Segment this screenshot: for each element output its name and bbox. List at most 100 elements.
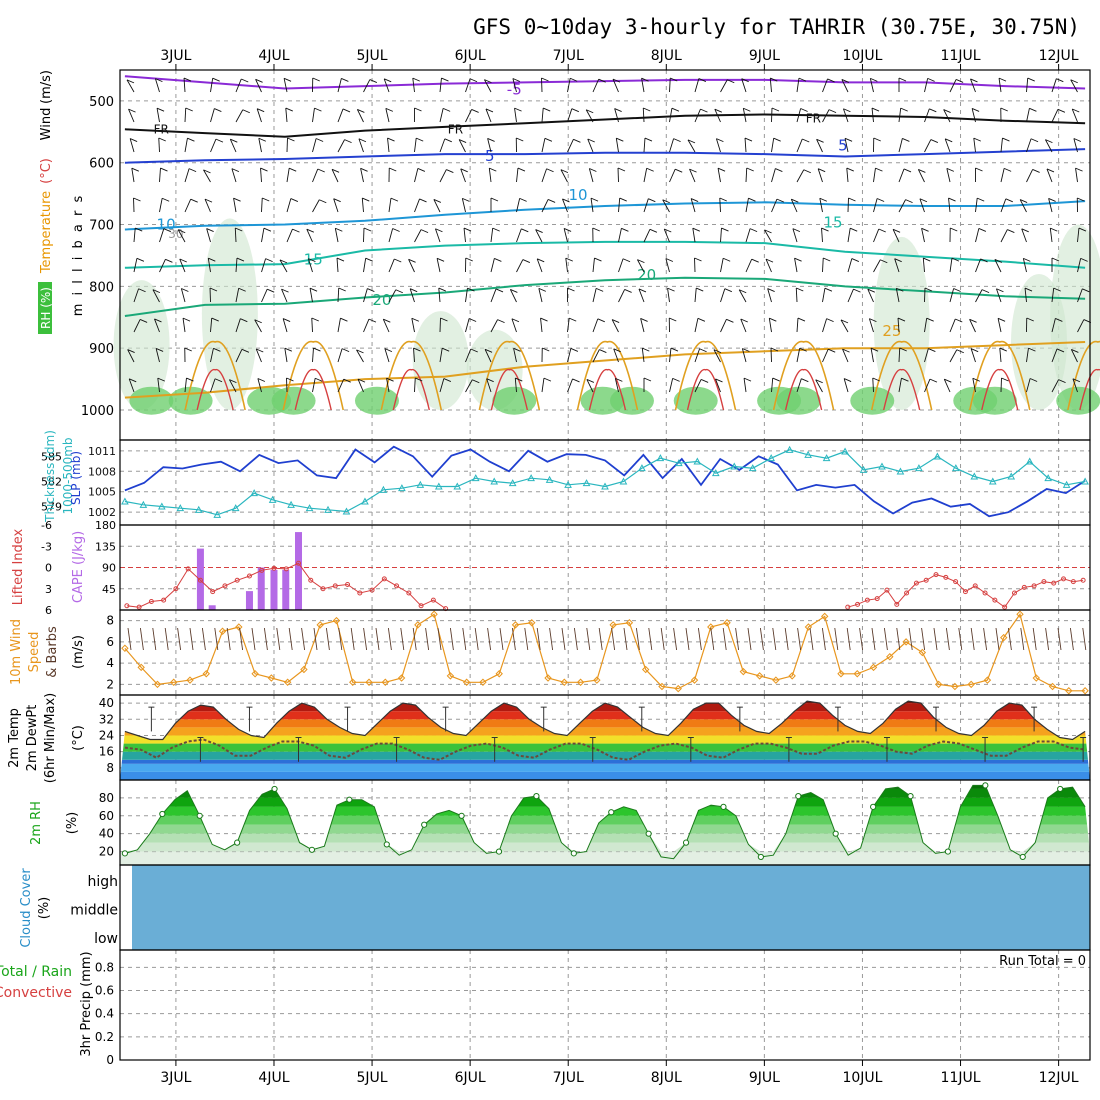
wind-barb-flag xyxy=(368,318,377,323)
wind-barb xyxy=(637,259,645,273)
wind-barb xyxy=(720,79,728,93)
wind-barb-flag xyxy=(484,79,492,84)
wind-barb-flag xyxy=(642,347,650,352)
wind-barb xyxy=(694,348,700,363)
rh-point xyxy=(720,803,727,810)
wind-barb xyxy=(337,318,341,333)
wind-barb xyxy=(516,168,519,183)
surface-wind-barb xyxy=(784,627,789,651)
wind-barb xyxy=(286,168,290,183)
wind-barb xyxy=(970,78,976,93)
rh-point xyxy=(907,793,914,800)
li-point xyxy=(904,590,910,596)
wind-barb-flag xyxy=(1000,107,1008,112)
wind-barb xyxy=(363,258,367,273)
thickness-point xyxy=(121,497,129,505)
wind-barb xyxy=(694,318,699,333)
surface-wind-barb xyxy=(524,627,529,651)
wind-barb-flag xyxy=(612,78,621,83)
wind-barb xyxy=(1051,288,1055,303)
wind-barb xyxy=(337,379,345,393)
temperature-contour xyxy=(124,240,1086,269)
wind-barb-flag xyxy=(497,319,505,324)
wind-speed-point xyxy=(674,684,682,693)
wind-barb xyxy=(972,378,976,393)
wind-barb xyxy=(843,378,849,393)
wind-barb-flag xyxy=(613,348,621,353)
wind-barb-flag xyxy=(969,318,977,323)
wind-speed-point xyxy=(365,678,373,686)
wind-barb-flag xyxy=(696,287,704,292)
wind-barb xyxy=(337,139,345,153)
wind10-unit: (m/s) xyxy=(71,635,86,669)
surface-wind-barb xyxy=(536,627,541,651)
wind-barb-flag xyxy=(742,348,750,352)
wind-barb xyxy=(745,228,751,243)
wind-barb xyxy=(334,228,339,243)
surface-wind-barb xyxy=(883,627,888,651)
wind-barb xyxy=(819,198,823,213)
wind-barb-flag xyxy=(773,137,781,142)
temp-tick-label: 16 xyxy=(99,745,114,759)
wind-barb-flag xyxy=(569,77,578,82)
wind-barb-flag xyxy=(495,288,504,293)
wind-barb xyxy=(210,78,214,93)
temperature-contour xyxy=(870,340,933,411)
contour-label: 5 xyxy=(838,136,848,154)
surface-wind-barb xyxy=(648,627,653,651)
surface-wind-barb xyxy=(660,627,665,651)
wind-barb xyxy=(871,108,874,123)
wind-barb xyxy=(358,138,364,153)
wind-barb-flag xyxy=(537,258,545,263)
cloud-row-high: high xyxy=(87,874,118,890)
wind-barb-flag xyxy=(487,138,495,142)
wind-barb-flag xyxy=(358,138,367,143)
wind-barb-flag xyxy=(341,348,350,353)
wind-barb-flag xyxy=(896,287,904,292)
wind-barb-flag xyxy=(798,77,807,82)
wind-barb-flag xyxy=(484,348,493,353)
wind-barb xyxy=(944,138,951,153)
thickness-point xyxy=(471,474,480,482)
wind-barb-flag xyxy=(1030,138,1039,143)
rh-line xyxy=(124,784,1086,860)
wind-barb xyxy=(744,138,747,153)
wind-barb-flag xyxy=(442,347,450,352)
temp-tick-label: 32 xyxy=(99,712,114,726)
wind-barb-flag xyxy=(611,319,620,323)
surface-wind-barb xyxy=(1032,627,1037,651)
contour-label: FR xyxy=(806,112,821,126)
wind-barb-flag xyxy=(128,108,136,113)
rh-point xyxy=(159,810,166,818)
panel-frame-8 xyxy=(119,949,1091,1061)
wind-barb-flag xyxy=(204,198,213,203)
wind-speed-point xyxy=(820,612,829,621)
wind-barb xyxy=(741,348,747,363)
wind-barb xyxy=(690,198,696,213)
wind-barb-flag xyxy=(699,348,707,353)
wind-barb-flag xyxy=(1019,199,1028,203)
wind-barb-flag xyxy=(903,168,912,173)
wind-barb-flag xyxy=(161,197,170,202)
surface-wind-barb xyxy=(710,627,715,651)
wind-barb-flag xyxy=(311,317,319,322)
wind-barb xyxy=(618,289,626,303)
wind-barb-flag xyxy=(769,317,777,322)
wind-barb xyxy=(360,168,364,183)
cape-bar xyxy=(245,591,253,610)
wind-barb-flag xyxy=(384,348,393,353)
wind-barb xyxy=(436,258,441,273)
wind-barb xyxy=(281,288,288,303)
wind-barb xyxy=(588,168,594,183)
wind-barb xyxy=(567,348,572,363)
wind-barb xyxy=(567,108,573,123)
wind-speed-point xyxy=(170,678,178,686)
thickness-point xyxy=(416,480,425,488)
rh-point xyxy=(121,850,129,857)
wind-barb-flag xyxy=(136,257,145,262)
wind-barb-flag xyxy=(367,288,375,292)
wind-barb-flag xyxy=(390,197,399,202)
wind-barb-flag xyxy=(241,78,249,83)
wind-barb xyxy=(822,257,824,273)
thickness-tick-label: 585 xyxy=(41,451,62,464)
